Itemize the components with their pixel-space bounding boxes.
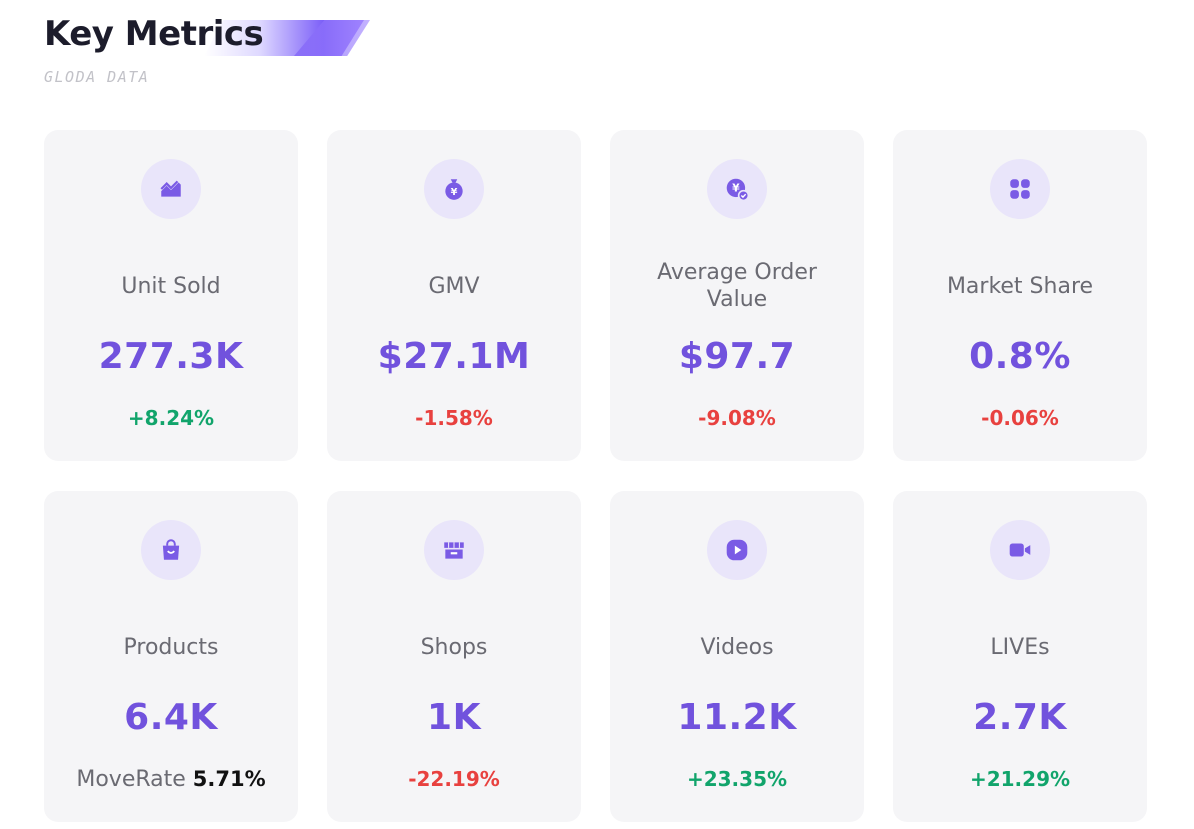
- move-rate: MoveRate 5.71%: [44, 767, 298, 792]
- metric-icon-badge: ¥: [707, 159, 767, 219]
- move-rate-label: MoveRate: [76, 767, 186, 792]
- metric-value: 11.2K: [677, 697, 797, 738]
- svg-text:¥: ¥: [732, 182, 740, 195]
- metric-value: 6.4K: [124, 697, 218, 738]
- metric-value: $97.7: [678, 336, 796, 377]
- metric-label: Videos: [700, 634, 774, 660]
- metric-card-market-share: Market Share 0.8% -0.06%: [893, 130, 1147, 461]
- metric-change: -22.19%: [408, 767, 500, 791]
- metric-card-products: Products 6.4K MoveRate 5.71%: [44, 491, 298, 822]
- metric-change: -0.06%: [981, 406, 1059, 430]
- metric-card-gmv: ¥ GMV $27.1M -1.58%: [327, 130, 581, 461]
- metrics-grid: Unit Sold 277.3K +8.24% ¥ GMV $27.1M -1.…: [44, 130, 1147, 822]
- metric-icon-badge: [990, 159, 1050, 219]
- metric-change: +8.24%: [127, 406, 215, 430]
- metric-card-shops: Shops 1K -22.19%: [327, 491, 581, 822]
- metric-value: 277.3K: [98, 336, 244, 377]
- metric-icon-badge: [141, 520, 201, 580]
- yen-coin-check-icon: ¥: [726, 178, 750, 202]
- metric-change: +21.29%: [969, 767, 1071, 791]
- metric-card-average-order-value: ¥ Average Order Value $97.7 -9.08%: [610, 130, 864, 461]
- grid-apps-icon: [1010, 179, 1030, 199]
- move-rate-value: 5.71%: [192, 767, 266, 791]
- page-title: Key Metrics: [44, 14, 264, 54]
- metric-value: $27.1M: [377, 336, 531, 377]
- store-icon: [444, 542, 464, 559]
- metric-label: Products: [123, 634, 219, 660]
- metric-change: -9.08%: [698, 406, 776, 430]
- metric-change: +23.35%: [686, 767, 788, 791]
- page-subtitle: GLODA DATA: [44, 68, 150, 86]
- metric-label: Unit Sold: [121, 273, 221, 299]
- metric-value: 0.8%: [969, 336, 1071, 377]
- metric-card-lives: LIVEs 2.7K +21.29%: [893, 491, 1147, 822]
- play-icon: [726, 539, 748, 561]
- metric-value: 2.7K: [973, 697, 1067, 738]
- metric-icon-badge: [424, 520, 484, 580]
- metric-icon-badge: ¥: [424, 159, 484, 219]
- metric-value: 1K: [427, 697, 481, 738]
- metric-label: Shops: [420, 634, 488, 660]
- page-header: Key Metrics GLODA DATA: [44, 14, 370, 94]
- metric-label: LIVEs: [990, 634, 1050, 660]
- metric-icon-badge: [141, 159, 201, 219]
- video-camera-icon: [1009, 543, 1031, 557]
- metric-card-videos: Videos 11.2K +23.35%: [610, 491, 864, 822]
- shopping-bag-icon: [162, 539, 180, 560]
- metric-label: GMV: [428, 273, 480, 299]
- metric-card-unit-sold: Unit Sold 277.3K +8.24%: [44, 130, 298, 461]
- metric-icon-badge: [990, 520, 1050, 580]
- metric-label: Average Order Value: [657, 260, 817, 312]
- metric-change: -1.58%: [415, 406, 493, 430]
- money-bag-icon: ¥: [445, 179, 463, 200]
- metric-icon-badge: [707, 520, 767, 580]
- svg-text:¥: ¥: [451, 187, 458, 198]
- trend-chart-icon: [160, 180, 181, 197]
- metric-label: Market Share: [946, 273, 1094, 299]
